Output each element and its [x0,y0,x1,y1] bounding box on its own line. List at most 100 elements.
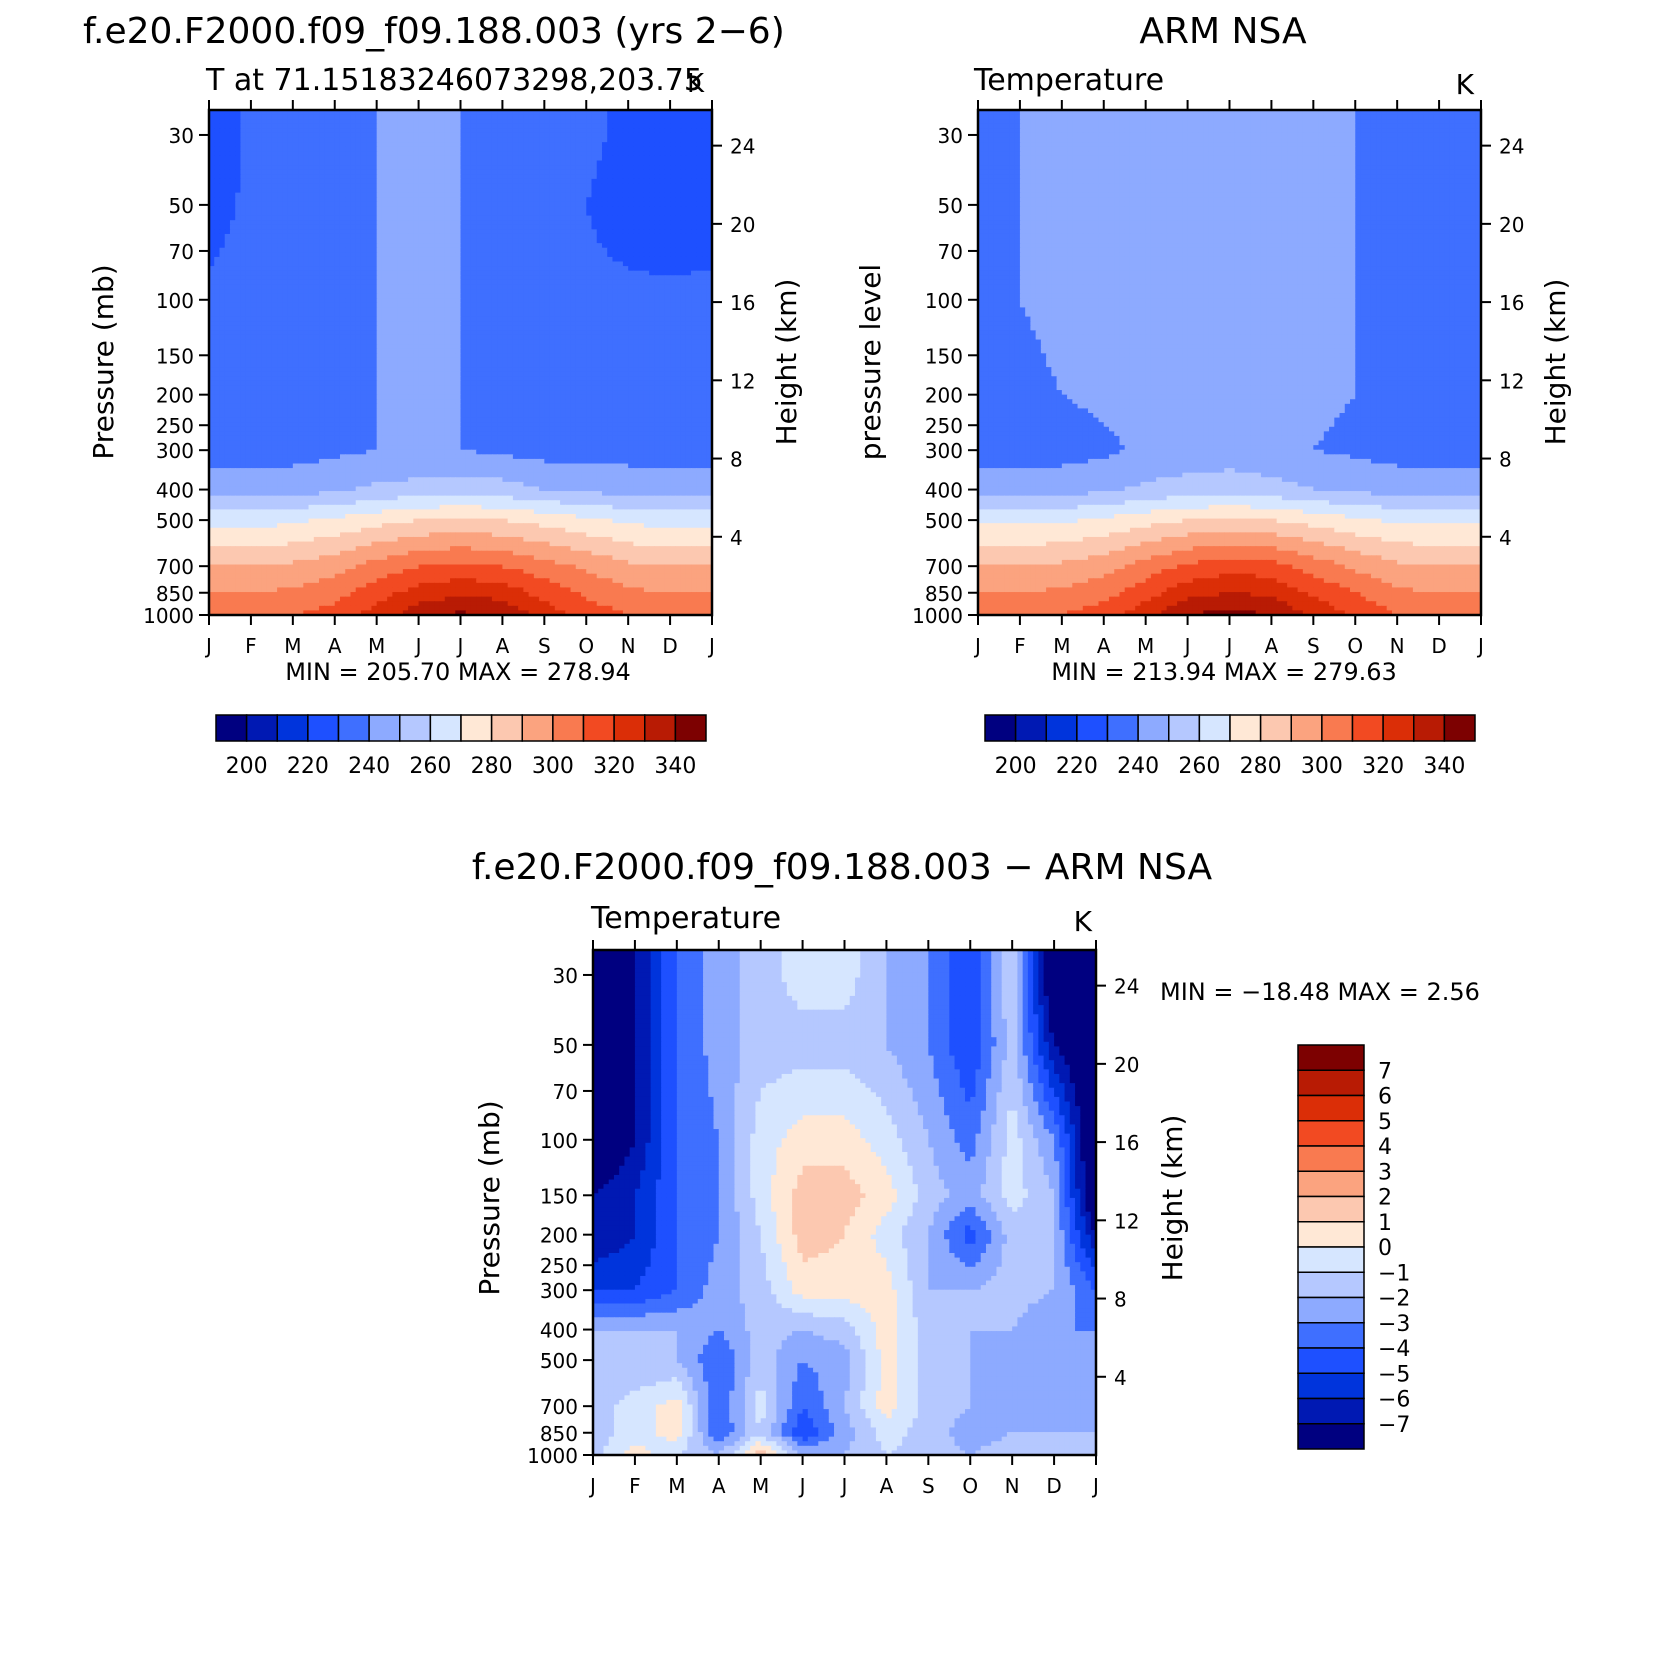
contour-cell [277,298,283,303]
contour-cell [523,133,529,138]
contour-cell [591,225,597,230]
contour-cell [492,257,498,262]
contour-cell [550,303,556,308]
contour-cell [288,161,294,166]
contour-cell [413,326,419,331]
contour-cell [633,142,639,147]
contour-cell [576,170,582,175]
contour-cell [565,326,571,331]
contour-cell [565,340,571,345]
contour-cell [424,266,430,271]
contour-cell [466,216,472,221]
contour-cell [288,170,294,175]
contour-cell [702,239,708,244]
contour-cell [586,142,592,147]
contour-cell [219,257,225,262]
contour-cell [571,151,577,156]
contour-cell [277,174,283,179]
contour-cell [508,243,514,248]
contour-cell [471,115,477,120]
contour-cell [429,280,435,285]
contour-cell [267,128,273,133]
contour-cell [628,138,634,143]
contour-cell [440,280,446,285]
contour-cell [219,147,225,152]
contour-cell [660,147,666,152]
contour-cell [303,138,309,143]
contour-cell [539,266,545,271]
contour-cell [319,257,325,262]
contour-cell [597,262,603,267]
contour-cell [408,211,414,216]
contour-cell [246,220,252,225]
contour-cell [544,133,550,138]
contour-cell [612,183,618,188]
contour-cell [702,335,708,340]
contour-cell [434,216,440,221]
contour-cell [571,170,577,175]
contour-cell [544,138,550,143]
contour-cell [649,252,655,257]
contour-cell [681,128,687,133]
contour-cell [277,307,283,312]
contour-cell [324,284,330,289]
contour-cell [429,151,435,156]
contour-cell [612,271,618,276]
contour-cell [350,193,356,198]
contour-cell [696,119,702,124]
contour-cell [261,142,267,147]
contour-cell [387,294,393,299]
contour-cell [497,119,503,124]
contour-cell [450,174,456,179]
contour-cell [419,119,425,124]
contour-cell [298,156,304,161]
contour-cell [366,161,372,166]
contour-cell [550,124,556,129]
contour-cell [261,326,267,331]
contour-cell [387,335,393,340]
contour-cell [555,252,561,257]
contour-cell [618,257,624,262]
contour-cell [235,280,241,285]
contour-cell [539,119,545,124]
contour-cell [230,133,236,138]
contour-cell [607,257,613,262]
contour-cell [597,133,603,138]
contour-cell [319,124,325,129]
contour-cell [445,317,451,322]
contour-cell [607,335,613,340]
contour-cell [591,179,597,184]
contour-cell [665,165,671,170]
contour-cell [612,220,618,225]
contour-cell [670,174,676,179]
contour-cell [214,243,220,248]
contour-cell [523,174,529,179]
contour-cell [639,321,645,326]
contour-cell [612,165,618,170]
contour-cell [314,151,320,156]
contour-cell [214,275,220,280]
contour-cell [560,289,566,294]
contour-cell [576,280,582,285]
contour-cell [550,229,556,234]
contour-cell [481,211,487,216]
contour-cell [502,243,508,248]
contour-cell [644,216,650,221]
contour-cell [256,271,262,276]
contour-cell [681,284,687,289]
contour-cell [492,307,498,312]
contour-cell [681,170,687,175]
contour-cell [702,252,708,257]
contour-cell [277,138,283,143]
contour-cell [413,257,419,262]
contour-cell [461,115,467,120]
contour-cell [225,275,231,280]
contour-cell [539,156,545,161]
contour-cell [382,326,388,331]
contour-cell [246,262,252,267]
contour-cell [219,312,225,317]
contour-cell [492,183,498,188]
contour-cell [251,234,257,239]
contour-cell [251,147,257,152]
contour-cell [314,266,320,271]
